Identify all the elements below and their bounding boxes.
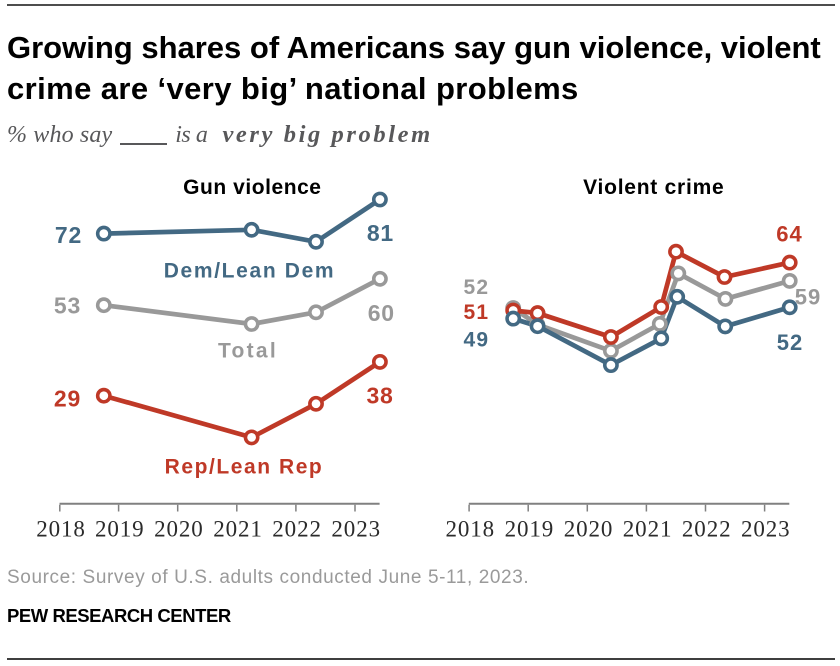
svg-text:52: 52 <box>777 330 803 355</box>
svg-text:Dem/Lean Dem: Dem/Lean Dem <box>164 260 336 283</box>
svg-text:Total: Total <box>218 340 278 363</box>
svg-text:2023: 2023 <box>331 517 381 542</box>
svg-text:2020: 2020 <box>564 517 614 542</box>
svg-text:2021: 2021 <box>623 517 673 542</box>
svg-text:2022: 2022 <box>272 517 322 542</box>
svg-text:2020: 2020 <box>154 517 204 542</box>
svg-text:2019: 2019 <box>505 517 555 542</box>
svg-text:81: 81 <box>367 220 394 246</box>
svg-text:2021: 2021 <box>213 517 263 542</box>
svg-text:72: 72 <box>55 222 82 248</box>
svg-text:49: 49 <box>464 329 490 352</box>
svg-text:51: 51 <box>464 301 490 324</box>
svg-text:2018: 2018 <box>36 517 86 542</box>
svg-text:Gun violence: Gun violence <box>183 176 321 199</box>
svg-text:2019: 2019 <box>95 517 145 542</box>
svg-text:Violent crime: Violent crime <box>583 176 724 199</box>
svg-text:53: 53 <box>54 293 81 319</box>
svg-text:38: 38 <box>366 382 393 408</box>
svg-text:64: 64 <box>776 221 802 246</box>
svg-text:2018: 2018 <box>445 517 495 542</box>
svg-text:2023: 2023 <box>741 517 791 542</box>
svg-text:29: 29 <box>54 386 81 412</box>
svg-text:Rep/Lean Rep: Rep/Lean Rep <box>165 456 324 479</box>
svg-text:52: 52 <box>464 276 490 299</box>
svg-text:60: 60 <box>368 300 395 326</box>
svg-text:2022: 2022 <box>682 517 732 542</box>
svg-text:59: 59 <box>795 285 821 310</box>
